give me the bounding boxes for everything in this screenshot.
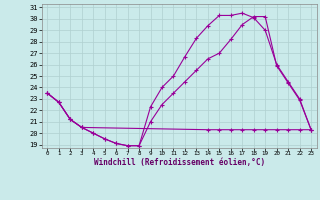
X-axis label: Windchill (Refroidissement éolien,°C): Windchill (Refroidissement éolien,°C) xyxy=(94,158,265,167)
